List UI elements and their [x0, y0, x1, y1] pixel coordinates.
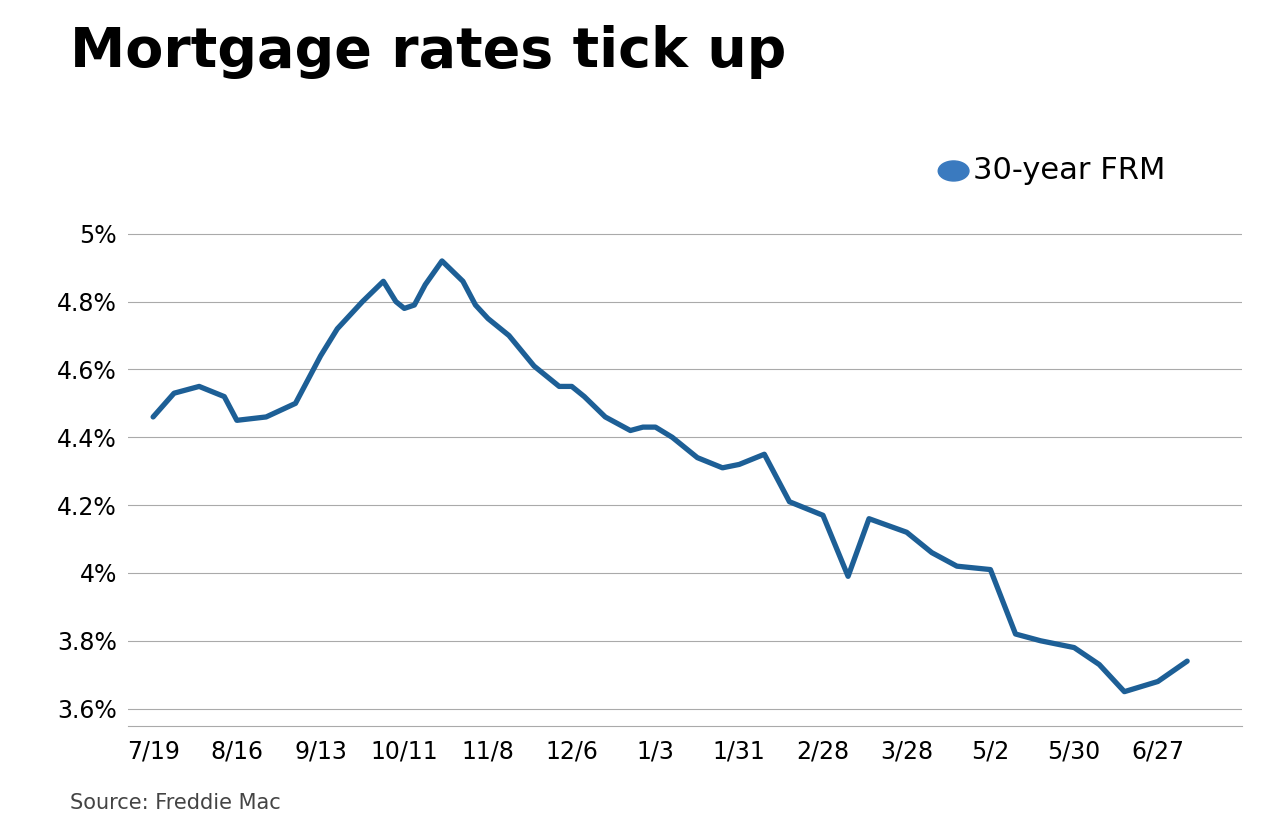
Text: Mortgage rates tick up: Mortgage rates tick up [70, 25, 787, 79]
Text: Source: Freddie Mac: Source: Freddie Mac [70, 793, 282, 813]
Text: 30-year FRM: 30-year FRM [973, 157, 1165, 185]
